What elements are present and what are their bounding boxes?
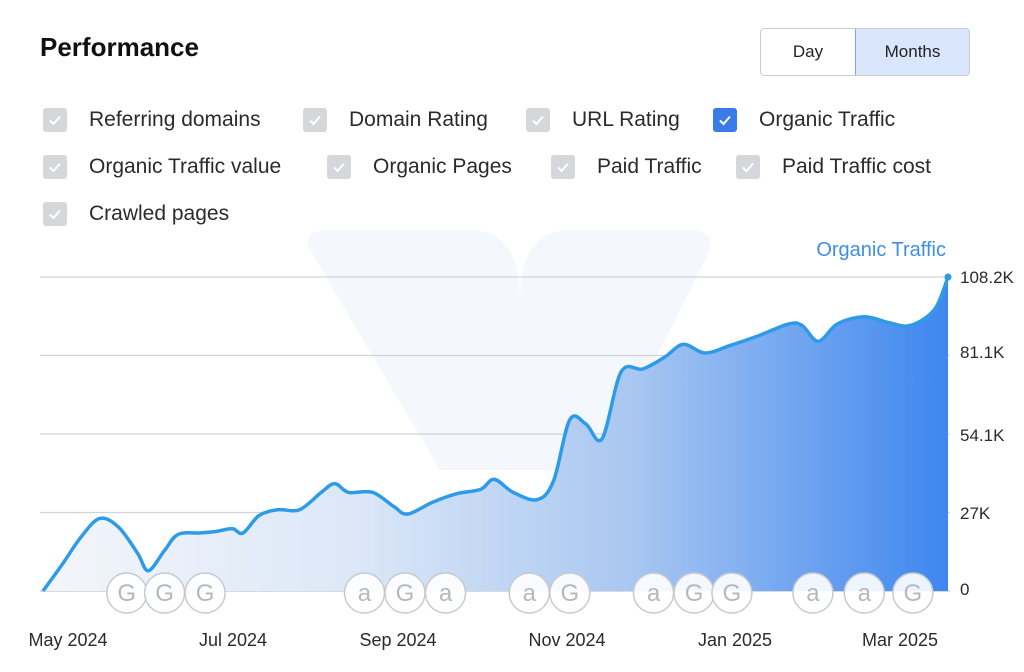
metric-label: Organic Traffic (759, 108, 896, 131)
metric-organic-pages[interactable]: Organic Pages (327, 154, 512, 180)
google-update-marker[interactable]: G (143, 572, 186, 614)
svg-text:a: a (806, 580, 820, 607)
amazon-update-marker[interactable]: a (632, 572, 675, 614)
metric-paid-traffic[interactable]: Paid Traffic (551, 154, 702, 180)
svg-text:a: a (358, 580, 372, 607)
checkbox-icon (303, 108, 327, 132)
svg-text:G: G (155, 580, 174, 607)
svg-text:a: a (647, 580, 661, 607)
google-update-marker[interactable]: G (549, 572, 591, 614)
series-label: Organic Traffic (816, 239, 946, 261)
metric-label: Domain Rating (349, 108, 488, 131)
google-update-marker[interactable]: G (892, 572, 934, 614)
y-tick-label: 81.1K (960, 343, 1005, 362)
svg-text:a: a (523, 580, 537, 607)
x-tick-label: Nov 2024 (528, 630, 606, 650)
checkbox-icon (551, 155, 575, 179)
svg-text:a: a (439, 580, 453, 607)
amazon-update-marker[interactable]: a (343, 572, 386, 614)
metric-label: URL Rating (572, 108, 680, 131)
metric-paid-traffic-cost[interactable]: Paid Traffic cost (736, 154, 931, 180)
metric-label: Paid Traffic (597, 155, 702, 178)
metric-label: Referring domains (89, 108, 261, 131)
svg-text:G: G (685, 580, 704, 607)
y-tick-label: 54.1K (960, 426, 1005, 445)
amazon-update-marker[interactable]: a (508, 572, 551, 614)
metric-label: Organic Traffic value (89, 155, 282, 178)
svg-text:G: G (904, 580, 923, 607)
metric-url-rating[interactable]: URL Rating (526, 107, 680, 133)
svg-text:G: G (117, 580, 136, 607)
x-tick-label: Jan 2025 (697, 630, 773, 650)
svg-text:G: G (723, 580, 742, 607)
months-button[interactable]: Months (855, 29, 969, 75)
day-button[interactable]: Day (761, 29, 856, 75)
x-tick-label: May 2024 (28, 630, 108, 650)
google-update-marker[interactable]: G (673, 572, 715, 614)
svg-text:G: G (560, 580, 579, 607)
svg-text:G: G (396, 580, 415, 607)
amazon-update-marker[interactable]: a (843, 572, 886, 614)
checkbox-icon (43, 108, 67, 132)
checkbox-checked-icon (713, 108, 737, 132)
google-update-marker[interactable]: G (105, 572, 148, 614)
x-tick-label: Mar 2025 (861, 630, 939, 650)
metric-organic-traffic[interactable]: Organic Traffic (713, 107, 895, 133)
checkbox-icon (43, 202, 67, 226)
metric-domain-rating[interactable]: Domain Rating (303, 107, 488, 133)
checkbox-icon (43, 155, 67, 179)
google-update-marker[interactable]: G (184, 572, 226, 614)
amazon-update-marker[interactable]: a (792, 572, 834, 614)
x-tick-label: Jul 2024 (198, 630, 268, 650)
metric-referring-domains[interactable]: Referring domains (43, 107, 261, 133)
metric-label: Paid Traffic cost (782, 155, 932, 178)
metric-organic-traffic-value[interactable]: Organic Traffic value (43, 154, 281, 180)
google-update-marker[interactable]: G (384, 572, 426, 614)
amazon-update-marker[interactable]: a (424, 572, 467, 614)
x-tick-label: Sep 2024 (359, 630, 437, 650)
y-tick-label: 0 (960, 580, 970, 599)
y-tick-label: 27K (960, 504, 991, 523)
checkbox-icon (736, 155, 760, 179)
page-title: Performance (40, 32, 199, 62)
metric-label: Organic Pages (373, 155, 512, 178)
svg-text:G: G (196, 580, 215, 607)
metric-label: Crawled pages (89, 202, 230, 225)
metric-crawled-pages[interactable]: Crawled pages (43, 201, 229, 227)
google-update-marker[interactable]: G (711, 572, 753, 614)
y-tick-label: 108.2K (960, 268, 1014, 287)
svg-text:a: a (858, 580, 872, 607)
period-toggle: Day Months (760, 28, 970, 76)
organic-traffic-line (41, 276, 950, 593)
checkbox-icon (327, 155, 351, 179)
checkbox-icon (526, 108, 550, 132)
series-endpoint-dot (944, 273, 952, 281)
